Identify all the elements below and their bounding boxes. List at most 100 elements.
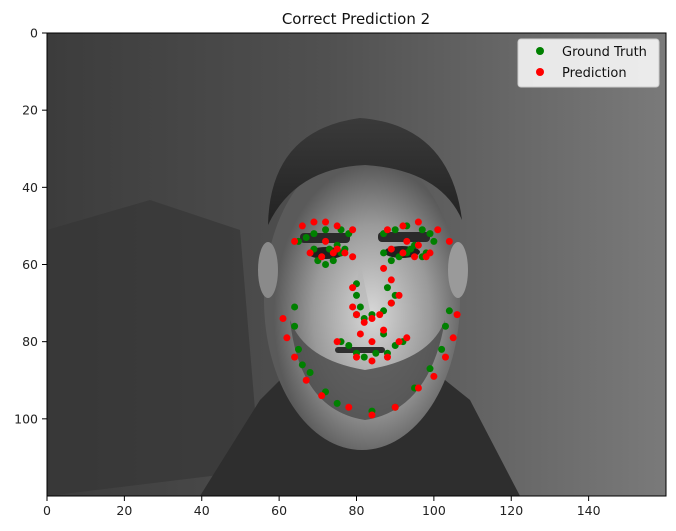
- point-prediction: [368, 411, 376, 419]
- y-tick-label: 20: [22, 103, 38, 118]
- point-ground-truth: [418, 226, 426, 234]
- point-ground-truth: [407, 245, 415, 253]
- point-prediction: [349, 253, 357, 261]
- point-prediction: [403, 334, 411, 342]
- point-prediction: [383, 353, 391, 361]
- point-prediction: [349, 284, 357, 292]
- point-prediction: [414, 241, 422, 249]
- point-ground-truth: [322, 226, 330, 234]
- point-ground-truth: [294, 345, 302, 353]
- x-tick-label: 80: [349, 503, 365, 518]
- point-prediction: [414, 218, 422, 226]
- point-ground-truth: [329, 257, 337, 265]
- point-prediction: [306, 249, 314, 257]
- point-ground-truth: [306, 369, 314, 377]
- point-prediction: [426, 249, 434, 257]
- point-ground-truth: [345, 342, 353, 350]
- point-ground-truth: [360, 353, 368, 361]
- legend-box: [517, 38, 660, 88]
- point-prediction: [395, 338, 403, 346]
- x-tick-label: 140: [577, 503, 601, 518]
- y-tick-label: 80: [22, 334, 38, 349]
- point-ground-truth: [298, 361, 306, 369]
- point-prediction: [349, 226, 357, 234]
- chart-title: Correct Prediction 2: [282, 10, 430, 28]
- x-tick-label: 20: [116, 503, 132, 518]
- x-tick-label: 40: [194, 503, 210, 518]
- point-prediction: [387, 299, 395, 307]
- point-prediction: [414, 384, 422, 392]
- point-ground-truth: [333, 399, 341, 407]
- point-prediction: [283, 334, 291, 342]
- y-tick-label: 60: [22, 257, 38, 272]
- legend-label-ground-truth: Ground Truth: [562, 45, 647, 60]
- point-prediction: [376, 311, 384, 319]
- point-ground-truth: [383, 284, 391, 292]
- point-prediction: [387, 245, 395, 253]
- point-prediction: [302, 376, 310, 384]
- point-prediction: [353, 311, 360, 319]
- point-prediction: [333, 338, 341, 346]
- point-ground-truth: [322, 261, 330, 268]
- legend: Ground Truth Prediction: [517, 38, 660, 88]
- point-ground-truth: [426, 230, 434, 238]
- point-prediction: [341, 249, 349, 257]
- point-prediction: [383, 226, 391, 234]
- point-ground-truth: [291, 322, 299, 330]
- point-ground-truth: [380, 249, 388, 257]
- point-prediction: [453, 311, 461, 319]
- point-ground-truth: [426, 365, 434, 373]
- point-ground-truth: [302, 233, 310, 241]
- x-axis: 0 20 40 60 80 100 120 140: [43, 496, 601, 518]
- x-tick-label: 120: [499, 503, 523, 518]
- point-prediction: [368, 357, 376, 365]
- point-ground-truth: [372, 349, 380, 357]
- point-prediction: [318, 392, 326, 400]
- point-prediction: [399, 222, 407, 230]
- point-prediction: [449, 334, 457, 342]
- point-prediction: [322, 237, 330, 245]
- point-prediction: [322, 218, 330, 226]
- point-prediction: [298, 222, 306, 230]
- background-photo: [47, 33, 666, 496]
- point-ground-truth: [387, 257, 395, 265]
- legend-marker-ground-truth: [536, 47, 544, 55]
- point-ground-truth: [356, 303, 364, 311]
- point-prediction: [434, 226, 442, 234]
- point-prediction: [310, 218, 318, 226]
- legend-label-prediction: Prediction: [562, 66, 627, 81]
- point-ground-truth: [353, 291, 360, 299]
- x-tick-label: 0: [43, 503, 51, 518]
- point-prediction: [368, 338, 376, 346]
- point-prediction: [403, 237, 411, 245]
- point-prediction: [353, 353, 360, 361]
- point-prediction: [411, 253, 419, 261]
- point-prediction: [430, 372, 438, 380]
- point-prediction: [356, 330, 364, 338]
- point-ground-truth: [310, 230, 318, 238]
- point-prediction: [333, 245, 341, 253]
- y-axis: 0 20 40 60 80 100: [14, 26, 47, 426]
- point-ground-truth: [430, 237, 438, 245]
- point-prediction: [380, 264, 388, 272]
- y-tick-label: 100: [14, 411, 38, 426]
- point-prediction: [445, 237, 453, 245]
- point-prediction: [391, 403, 399, 411]
- point-prediction: [291, 353, 299, 361]
- point-ground-truth: [445, 307, 453, 315]
- point-prediction: [360, 318, 368, 326]
- point-prediction: [291, 237, 299, 245]
- point-prediction: [441, 353, 449, 361]
- point-ground-truth: [438, 345, 446, 353]
- point-prediction: [380, 326, 388, 334]
- point-prediction: [387, 276, 395, 284]
- point-ground-truth: [441, 322, 449, 330]
- point-prediction: [279, 315, 287, 323]
- point-prediction: [395, 291, 403, 299]
- point-prediction: [368, 315, 376, 323]
- point-prediction: [399, 249, 407, 257]
- y-tick-label: 0: [30, 26, 38, 41]
- x-tick-label: 60: [271, 503, 287, 518]
- point-prediction: [349, 303, 357, 311]
